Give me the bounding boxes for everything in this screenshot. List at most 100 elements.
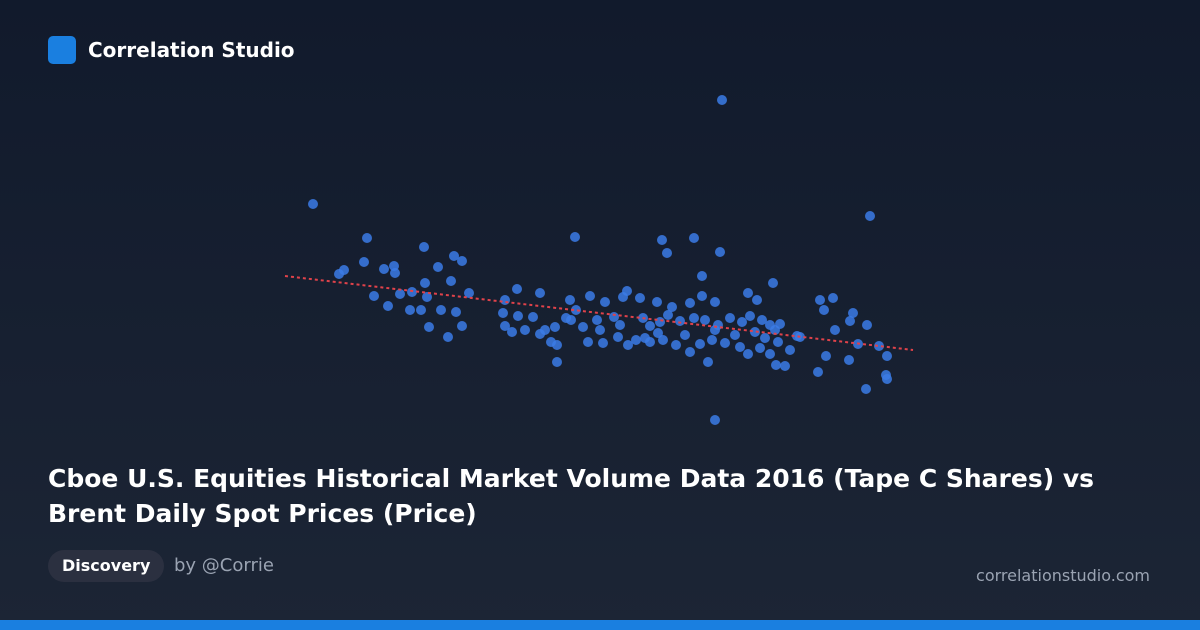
- scatter-point: [609, 312, 619, 322]
- scatter-point: [689, 233, 699, 243]
- scatter-point: [663, 310, 673, 320]
- scatter-point: [433, 262, 443, 272]
- scatter-point: [813, 367, 823, 377]
- scatter-point: [446, 276, 456, 286]
- scatter-point: [550, 322, 560, 332]
- scatter-point: [405, 305, 415, 315]
- scatter-point: [765, 349, 775, 359]
- scatter-point: [785, 345, 795, 355]
- scatter-point: [725, 313, 735, 323]
- scatter-point: [379, 264, 389, 274]
- scatter-point: [862, 320, 872, 330]
- logo: [48, 36, 76, 64]
- chart-title: Cboe U.S. Equities Historical Market Vol…: [48, 464, 1095, 528]
- scatter-point: [443, 332, 453, 342]
- scatter-point: [697, 291, 707, 301]
- author[interactable]: by @Corrie: [174, 555, 274, 576]
- scatter-point: [498, 308, 508, 318]
- scatter-point: [623, 340, 633, 350]
- trend-line: [284, 275, 914, 351]
- scatter-point: [424, 322, 434, 332]
- scatter-point: [383, 301, 393, 311]
- scatter-point: [695, 339, 705, 349]
- scatter-point: [622, 286, 632, 296]
- scatter-point: [745, 311, 755, 321]
- scatter-point: [710, 297, 720, 307]
- scatter-point: [685, 298, 695, 308]
- scatter-point: [710, 325, 720, 335]
- scatter-point: [844, 355, 854, 365]
- scatter-point: [821, 351, 831, 361]
- scatter-point: [865, 211, 875, 221]
- scatter-point: [770, 325, 780, 335]
- scatter-point: [861, 384, 871, 394]
- scatter-point: [631, 335, 641, 345]
- scatter-point: [535, 329, 545, 339]
- scatter-point: [407, 287, 417, 297]
- tag-pill[interactable]: Discovery: [48, 550, 165, 582]
- scatter-point: [743, 349, 753, 359]
- scatter-point: [595, 325, 605, 335]
- scatter-point: [653, 328, 663, 338]
- scatter-point: [715, 247, 725, 257]
- scatter-point: [828, 293, 838, 303]
- scatter-point: [845, 316, 855, 326]
- scatter-point: [334, 269, 344, 279]
- scatter-point: [571, 305, 581, 315]
- site-url[interactable]: correlationstudio.com: [976, 566, 1150, 585]
- scatter-point: [362, 233, 372, 243]
- scatter-point: [680, 330, 690, 340]
- scatter-point: [561, 313, 571, 323]
- scatter-point: [819, 305, 829, 315]
- scatter-point: [308, 199, 318, 209]
- scatter-point: [535, 288, 545, 298]
- scatter-point: [507, 327, 517, 337]
- scatter-point: [882, 374, 892, 384]
- scatter-point: [416, 305, 426, 315]
- scatter-point: [613, 332, 623, 342]
- scatter-point: [743, 288, 753, 298]
- scatter-point: [422, 292, 432, 302]
- scatter-point: [390, 268, 400, 278]
- scatter-point: [671, 340, 681, 350]
- scatter-point: [780, 361, 790, 371]
- scatter-point: [513, 311, 523, 321]
- scatter-point: [652, 297, 662, 307]
- scatter-point: [449, 251, 459, 261]
- bottom-bar: [0, 620, 1200, 630]
- scatter-point: [500, 295, 510, 305]
- scatter-point: [707, 335, 717, 345]
- scatter-point: [667, 302, 677, 312]
- scatter-point: [773, 337, 783, 347]
- scatter-point: [720, 338, 730, 348]
- scatter-point: [436, 305, 446, 315]
- scatter-point: [598, 338, 608, 348]
- scatter-point: [771, 360, 781, 370]
- scatter-point: [520, 325, 530, 335]
- brand: Correlation Studio: [88, 38, 295, 62]
- scatter-point: [882, 351, 892, 361]
- scatter-point: [703, 357, 713, 367]
- scatter-point: [658, 335, 668, 345]
- scatter-point: [750, 327, 760, 337]
- scatter-point: [689, 313, 699, 323]
- scatter-point: [655, 317, 665, 327]
- scatter-point: [815, 295, 825, 305]
- scatter-point: [369, 291, 379, 301]
- scatter-point: [757, 315, 767, 325]
- scatter-point: [457, 256, 467, 266]
- scatter-point: [830, 325, 840, 335]
- scatter-point: [710, 415, 720, 425]
- scatter-point: [685, 347, 695, 357]
- scatter-point: [848, 308, 858, 318]
- scatter-point: [635, 293, 645, 303]
- scatter-point: [512, 284, 522, 294]
- scatter-point: [737, 317, 747, 327]
- scatter-point: [359, 257, 369, 267]
- scatter-point: [697, 271, 707, 281]
- scatter-point: [657, 235, 667, 245]
- scatter-point: [768, 278, 778, 288]
- scatter-point: [752, 295, 762, 305]
